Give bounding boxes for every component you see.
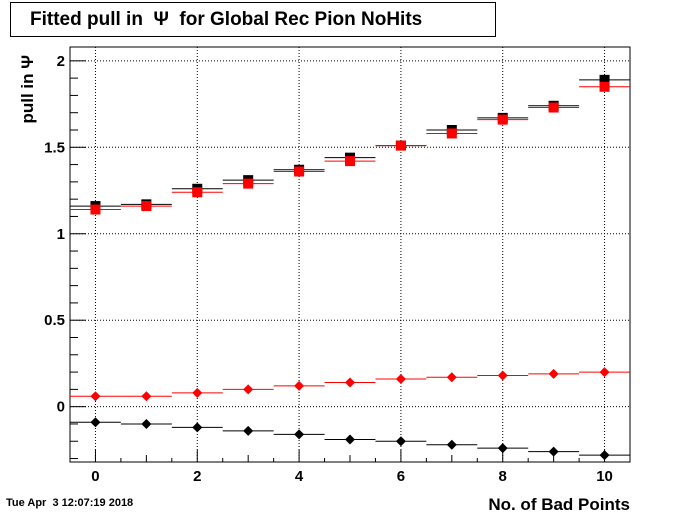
data-point <box>446 372 457 383</box>
y-tick-label: 1.5 <box>44 139 65 156</box>
x-tick-label: 8 <box>499 468 507 485</box>
series <box>70 74 630 461</box>
data-point <box>395 436 406 447</box>
data-point <box>294 166 305 177</box>
x-tick-label: 6 <box>397 468 405 485</box>
data-point <box>345 434 355 445</box>
data-point <box>446 128 457 139</box>
title-box: Fitted pull in Ψ for Global Rec Pion NoH… <box>10 2 496 37</box>
x-axis-title: No. of Bad Points <box>488 495 630 514</box>
x-tick-label: 0 <box>91 468 99 485</box>
y-tick-label: 1 <box>57 226 65 243</box>
data-point <box>599 81 610 92</box>
y-tick-label: 0 <box>57 399 65 416</box>
data-point <box>345 377 355 388</box>
y-axis-title: pull in Ψ <box>18 55 37 124</box>
y-tick-label: 0.5 <box>44 312 65 329</box>
x-tick-label: 4 <box>295 468 304 485</box>
data-point <box>294 380 305 391</box>
data-point <box>294 429 305 440</box>
data-point <box>548 102 559 113</box>
data-point <box>395 374 406 384</box>
x-tick-label: 10 <box>596 468 613 485</box>
data-point <box>192 387 203 398</box>
data-point <box>497 370 508 381</box>
data-point <box>192 187 203 198</box>
data-point <box>599 450 610 461</box>
timestamp: Tue Apr 3 12:07:19 2018 <box>6 497 134 509</box>
tick-labels: 0 2 4 6 8 10 0 0.5 1 1.5 2 <box>44 53 613 485</box>
series-2 <box>70 367 630 402</box>
grid <box>70 47 630 462</box>
data-point <box>90 417 101 428</box>
data-point <box>141 201 152 212</box>
data-point <box>497 443 508 454</box>
data-point <box>192 422 203 433</box>
data-point <box>599 74 610 85</box>
chart-title: Fitted pull in Ψ for Global Rec Pion NoH… <box>30 8 423 30</box>
y-tick-label: 2 <box>57 53 65 70</box>
data-point <box>395 140 406 151</box>
data-point <box>243 384 254 395</box>
data-point <box>141 391 152 402</box>
series-3 <box>70 417 630 461</box>
series-1 <box>70 81 630 215</box>
data-point <box>548 446 559 457</box>
data-point <box>243 425 254 436</box>
data-point <box>599 367 610 378</box>
plot-frame <box>69 46 631 463</box>
data-point <box>243 178 254 189</box>
data-point <box>548 368 559 379</box>
data-point <box>497 114 508 125</box>
data-point <box>90 391 101 402</box>
data-point <box>141 418 152 429</box>
data-point <box>90 204 101 215</box>
data-point <box>446 439 457 450</box>
axis-ticks <box>69 60 631 462</box>
x-tick-label: 2 <box>193 468 201 485</box>
series-0 <box>70 74 630 212</box>
data-point <box>345 156 355 167</box>
